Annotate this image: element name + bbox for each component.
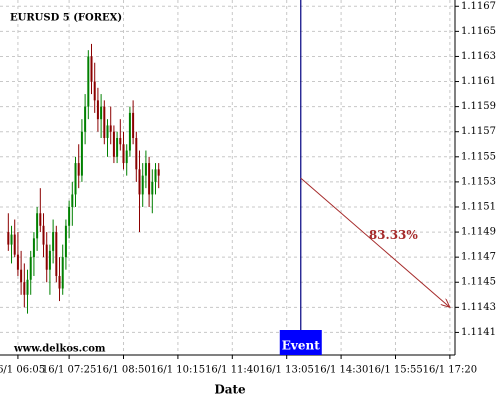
candle-body (128, 112, 131, 151)
candle-body (61, 257, 64, 289)
chart-title: EURUSD 5 (FOREX) (10, 13, 122, 24)
candle-body (84, 106, 87, 132)
candle-body (55, 232, 58, 276)
y-tick-label: 1.1165 (461, 26, 496, 37)
y-tick-label: 1.1155 (461, 151, 496, 162)
candle-body (112, 131, 115, 157)
candle-body (23, 282, 26, 295)
candle-body (39, 213, 42, 226)
candle-body (58, 275, 61, 289)
x-tick-label: 16/1 06:05 (0, 365, 45, 376)
y-tick-label: 1.1141 (461, 327, 496, 338)
x-tick-label: 16/1 11:40 (205, 365, 259, 376)
candle-body (26, 279, 29, 295)
candle-body (64, 225, 67, 258)
candle-body (13, 234, 16, 255)
forecast-label: 83.33% (369, 228, 419, 242)
x-tick-label: 16/1 17:20 (423, 365, 477, 376)
y-tick-label: 1.1159 (461, 101, 496, 112)
y-tick-label: 1.1143 (461, 302, 496, 313)
candle-body (122, 144, 125, 164)
candle-body (29, 257, 32, 280)
candle-body (74, 163, 77, 195)
candle-body (138, 169, 141, 195)
y-tick-label: 1.1151 (461, 201, 496, 212)
candle-body (96, 100, 99, 120)
candle-body (132, 112, 135, 138)
y-tick-label: 1.1147 (461, 252, 496, 263)
y-tick-label: 1.1167 (461, 1, 496, 12)
x-tick-label: 16/1 07:25 (42, 365, 96, 376)
candle-body (106, 125, 109, 138)
candle-body (154, 169, 157, 182)
x-tick-label: 16/1 14:30 (314, 365, 368, 376)
candle-body (144, 163, 147, 176)
x-tick-label: 16/1 10:15 (151, 365, 205, 376)
y-tick-label: 1.1157 (461, 126, 496, 137)
candle-body (32, 238, 35, 258)
x-tick-label: 16/1 13:05 (259, 365, 313, 376)
event-box (279, 330, 322, 355)
candle-body (109, 125, 112, 132)
x-tick-label: 16/1 15:55 (368, 365, 422, 376)
candle-body (80, 131, 83, 176)
candle-body (71, 194, 74, 207)
candle-body (157, 169, 160, 176)
watermark: www.delkos.com (13, 344, 106, 355)
candle-body (68, 206, 71, 226)
candle-body (10, 234, 13, 245)
candle-body (119, 137, 122, 145)
y-tick-label: 1.1149 (461, 227, 496, 238)
candle-body (135, 137, 138, 170)
y-tick-label: 1.1163 (461, 51, 496, 62)
y-tick-label: 1.1161 (461, 76, 496, 87)
candle-body (42, 225, 45, 245)
candle-body (100, 106, 103, 120)
candle-body (93, 81, 96, 101)
candle-body (90, 56, 93, 82)
candle-body (125, 150, 128, 164)
candle-body (36, 213, 39, 239)
event-label: Event (282, 339, 320, 353)
candle-body (87, 56, 90, 107)
x-axis-label: Date (214, 383, 246, 397)
candle-body (141, 175, 144, 195)
candle-body (20, 269, 23, 283)
candle-body (103, 106, 106, 138)
candle-body (48, 250, 51, 270)
candle-body (77, 163, 80, 176)
x-tick-label: 16/1 08:50 (96, 365, 150, 376)
candle-body (45, 244, 48, 270)
y-tick-label: 1.1145 (461, 277, 496, 288)
forecast-arrow (300, 177, 450, 307)
candle-body (52, 232, 55, 251)
candle-body (151, 181, 154, 195)
y-tick-label: 1.1153 (461, 176, 496, 187)
candle-body (148, 163, 151, 195)
candle-body (16, 254, 19, 270)
candle-body (7, 232, 10, 245)
candle-body (116, 137, 119, 157)
